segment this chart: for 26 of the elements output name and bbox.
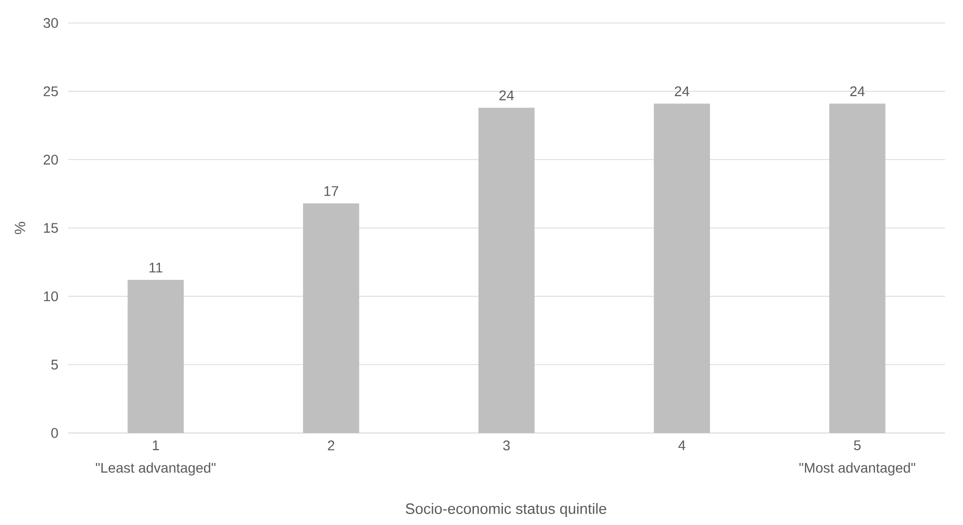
y-tick-label: 5 (51, 360, 58, 370)
x-tick-label: 5 (854, 440, 861, 450)
bar (128, 280, 184, 433)
y-axis-title: % (14, 222, 26, 234)
data-label: 17 (324, 186, 338, 196)
data-label: 11 (150, 262, 162, 272)
x-tick-label: 1 (152, 440, 159, 450)
y-tick-label: 20 (44, 154, 58, 165)
y-tick-label: 25 (44, 86, 58, 96)
text: "Least advantaged" (96, 462, 216, 476)
text: "Most advantaged" (799, 462, 916, 476)
bar (478, 108, 535, 433)
x-tick-label: 4 (678, 440, 686, 450)
data-label: 24 (674, 86, 690, 96)
x-axis-title: Socio-economic status quintile (406, 503, 606, 517)
data-label: 24 (850, 86, 865, 96)
bar (303, 203, 360, 433)
bar (654, 104, 710, 433)
y-tick-label: 10 (44, 291, 58, 302)
y-tick-label: 15 (44, 223, 58, 233)
y-tick-label: 0 (51, 428, 58, 438)
bar (829, 104, 886, 433)
y-tick-label: 30 (44, 18, 58, 28)
data-label: 24 (499, 90, 514, 100)
x-tick-label: 3 (503, 440, 510, 450)
x-tick-label: 2 (328, 440, 334, 450)
